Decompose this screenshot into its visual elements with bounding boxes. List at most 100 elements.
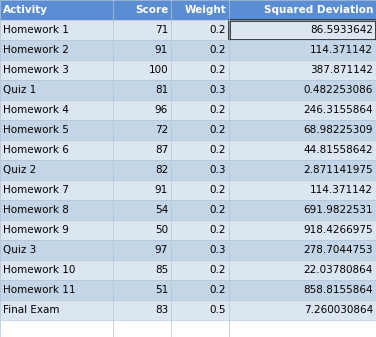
Bar xyxy=(171,160,229,180)
Text: 97: 97 xyxy=(155,245,168,255)
Text: Activity: Activity xyxy=(3,5,48,15)
Text: 85: 85 xyxy=(155,265,168,275)
Bar xyxy=(113,220,171,240)
Text: 0.2: 0.2 xyxy=(209,65,226,75)
Text: Squared Deviation: Squared Deviation xyxy=(264,5,373,15)
Bar xyxy=(0,260,113,280)
Bar xyxy=(171,200,229,220)
Bar xyxy=(171,140,229,160)
Text: 68.98225309: 68.98225309 xyxy=(303,125,373,135)
Text: 2.871141975: 2.871141975 xyxy=(303,165,373,175)
Text: 22.03780864: 22.03780864 xyxy=(304,265,373,275)
Bar xyxy=(171,300,229,320)
Text: Homework 10: Homework 10 xyxy=(3,265,75,275)
Text: Homework 4: Homework 4 xyxy=(3,105,69,115)
Text: 0.3: 0.3 xyxy=(209,245,226,255)
Bar xyxy=(229,20,376,40)
Text: Homework 1: Homework 1 xyxy=(3,25,69,35)
Bar xyxy=(113,160,171,180)
Text: 387.871142: 387.871142 xyxy=(310,65,373,75)
Bar xyxy=(0,180,113,200)
Bar xyxy=(229,240,376,260)
Bar xyxy=(229,60,376,80)
Text: 100: 100 xyxy=(149,65,168,75)
Text: 44.81558642: 44.81558642 xyxy=(303,145,373,155)
Text: 54: 54 xyxy=(155,205,168,215)
Bar xyxy=(171,80,229,100)
Text: 0.2: 0.2 xyxy=(209,225,226,235)
Bar xyxy=(171,100,229,120)
Text: 87: 87 xyxy=(155,145,168,155)
Bar xyxy=(113,200,171,220)
Bar xyxy=(229,300,376,320)
Text: 114.371142: 114.371142 xyxy=(310,185,373,195)
Bar xyxy=(0,160,113,180)
Text: 0.2: 0.2 xyxy=(209,205,226,215)
Text: 858.8155864: 858.8155864 xyxy=(303,285,373,295)
Bar xyxy=(0,140,113,160)
Bar xyxy=(113,260,171,280)
Bar xyxy=(0,100,113,120)
Text: Homework 6: Homework 6 xyxy=(3,145,69,155)
Bar xyxy=(171,60,229,80)
Bar xyxy=(0,300,113,320)
Bar xyxy=(0,20,113,40)
Text: Homework 9: Homework 9 xyxy=(3,225,69,235)
Bar xyxy=(171,220,229,240)
Bar xyxy=(0,60,113,80)
Bar xyxy=(171,180,229,200)
Text: 82: 82 xyxy=(155,165,168,175)
Bar xyxy=(113,20,171,40)
Bar xyxy=(171,20,229,40)
Bar xyxy=(229,40,376,60)
Text: 0.2: 0.2 xyxy=(209,125,226,135)
Text: Homework 2: Homework 2 xyxy=(3,45,69,55)
Text: 0.3: 0.3 xyxy=(209,85,226,95)
Bar xyxy=(113,140,171,160)
Bar xyxy=(0,40,113,60)
Text: 278.7044753: 278.7044753 xyxy=(303,245,373,255)
Text: Homework 11: Homework 11 xyxy=(3,285,76,295)
Text: 0.2: 0.2 xyxy=(209,105,226,115)
Bar xyxy=(229,200,376,220)
Bar xyxy=(0,80,113,100)
Text: Quiz 2: Quiz 2 xyxy=(3,165,36,175)
Text: 96: 96 xyxy=(155,105,168,115)
Text: 7.260030864: 7.260030864 xyxy=(304,305,373,315)
Text: 0.2: 0.2 xyxy=(209,145,226,155)
Bar xyxy=(0,0,113,20)
Text: 0.5: 0.5 xyxy=(209,305,226,315)
Text: 71: 71 xyxy=(155,25,168,35)
Bar xyxy=(113,80,171,100)
Bar xyxy=(0,280,113,300)
Bar xyxy=(113,300,171,320)
Bar xyxy=(229,180,376,200)
Bar xyxy=(113,280,171,300)
Bar xyxy=(171,40,229,60)
Text: 691.9822531: 691.9822531 xyxy=(303,205,373,215)
Bar xyxy=(229,100,376,120)
Bar xyxy=(0,120,113,140)
Text: Quiz 3: Quiz 3 xyxy=(3,245,36,255)
Text: 72: 72 xyxy=(155,125,168,135)
Text: 81: 81 xyxy=(155,85,168,95)
Text: 246.3155864: 246.3155864 xyxy=(303,105,373,115)
Bar xyxy=(229,120,376,140)
Bar xyxy=(113,120,171,140)
Text: Homework 5: Homework 5 xyxy=(3,125,69,135)
Text: 918.4266975: 918.4266975 xyxy=(303,225,373,235)
Bar xyxy=(113,240,171,260)
Text: 0.2: 0.2 xyxy=(209,265,226,275)
Bar xyxy=(229,20,376,40)
Bar xyxy=(229,220,376,240)
Text: 86.5933642: 86.5933642 xyxy=(310,25,373,35)
Bar xyxy=(171,280,229,300)
Text: 114.371142: 114.371142 xyxy=(310,45,373,55)
Bar xyxy=(113,180,171,200)
Bar xyxy=(229,80,376,100)
Text: Homework 3: Homework 3 xyxy=(3,65,69,75)
Text: 51: 51 xyxy=(155,285,168,295)
Bar xyxy=(229,140,376,160)
Bar xyxy=(171,260,229,280)
Text: Final Exam: Final Exam xyxy=(3,305,59,315)
